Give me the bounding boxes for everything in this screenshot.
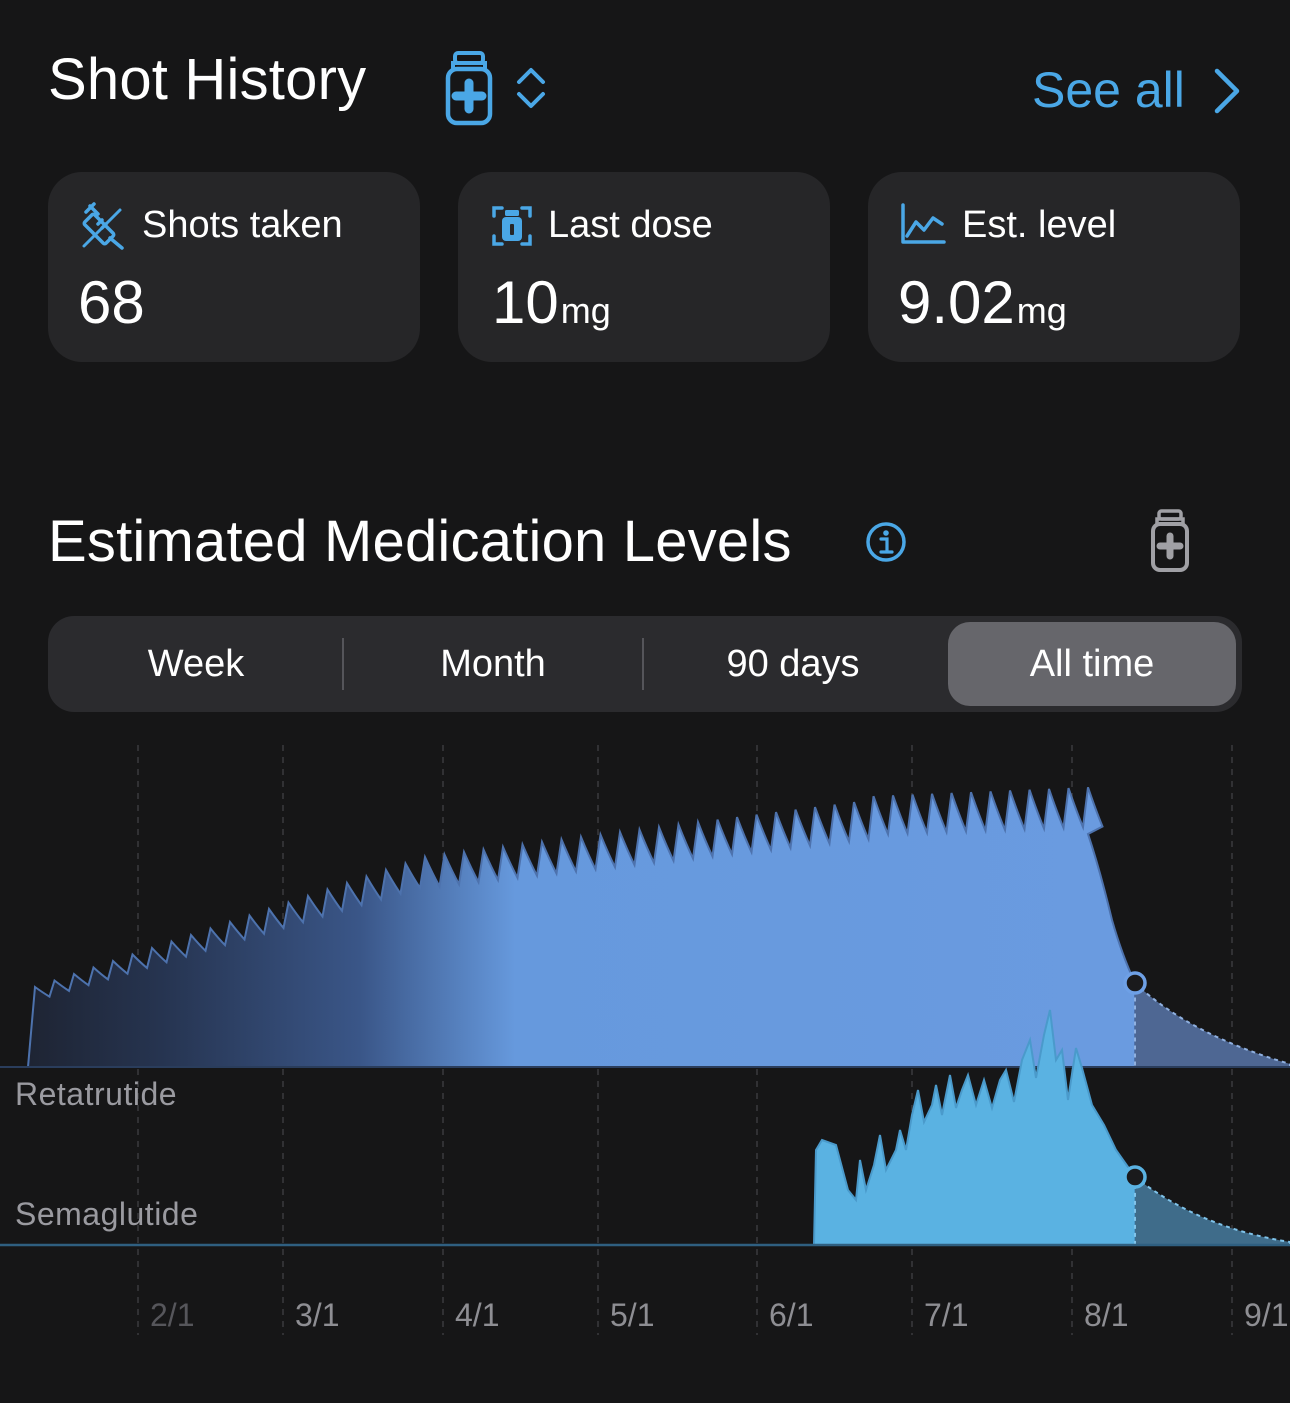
stat-label: Shots taken bbox=[142, 204, 343, 246]
see-all-link[interactable]: See all bbox=[1032, 62, 1185, 118]
semaglutide-projection bbox=[1134, 1174, 1290, 1246]
range-segmented-control: Week Month 90 days All time bbox=[48, 616, 1242, 712]
stat-card-shots-taken[interactable]: Shots taken 68 bbox=[48, 172, 420, 362]
segment-divider bbox=[642, 638, 644, 690]
stat-label: Est. level bbox=[962, 204, 1117, 246]
chevron-right-icon[interactable] bbox=[1208, 66, 1244, 116]
segment-divider bbox=[342, 638, 344, 690]
retatrutide-area bbox=[26, 786, 1136, 1068]
retatrutide-projection bbox=[1134, 980, 1290, 1068]
chart-line-icon bbox=[900, 202, 948, 250]
stat-value: 68 bbox=[78, 269, 145, 336]
info-icon[interactable] bbox=[864, 520, 908, 564]
stat-card-last-dose[interactable]: Last dose 10mg bbox=[458, 172, 830, 362]
x-tick-label: 8/1 bbox=[1084, 1297, 1128, 1333]
tab-all-time[interactable]: All time bbox=[948, 622, 1236, 706]
vial-icon[interactable] bbox=[444, 50, 494, 128]
stat-value: 10mg bbox=[492, 269, 611, 336]
tab-month[interactable]: Month bbox=[440, 642, 546, 685]
x-tick-label: 4/1 bbox=[455, 1297, 499, 1333]
series-label-semaglutide: Semaglutide bbox=[15, 1196, 199, 1232]
semaglutide-current-marker bbox=[1123, 1165, 1147, 1189]
x-tick-label: 6/1 bbox=[769, 1297, 813, 1333]
x-tick-label: 3/1 bbox=[295, 1297, 339, 1333]
x-tick-label: 5/1 bbox=[610, 1297, 654, 1333]
x-tick-label: 9/1 bbox=[1244, 1297, 1288, 1333]
retatrutide-current-marker bbox=[1123, 971, 1147, 995]
tab-week[interactable]: Week bbox=[147, 642, 245, 685]
chevron-up-down-icon[interactable] bbox=[514, 66, 548, 110]
series-label-retatrutide: Retatrutide bbox=[15, 1076, 178, 1112]
stat-label: Last dose bbox=[548, 204, 713, 246]
x-tick-label: 7/1 bbox=[924, 1297, 968, 1333]
stat-card-est-level[interactable]: Est. level 9.02mg bbox=[868, 172, 1240, 362]
syringe-icon bbox=[78, 202, 126, 250]
dose-icon bbox=[490, 202, 538, 250]
levels-title: Estimated Medication Levels bbox=[48, 509, 792, 574]
medication-levels-chart[interactable]: 2/1 3/1 4/1 5/1 6/1 7/1 8/1 9/1 bbox=[0, 730, 1290, 1390]
semaglutide-area bbox=[812, 1009, 1136, 1246]
page-title: Shot History bbox=[48, 47, 367, 112]
stat-value: 9.02mg bbox=[898, 269, 1067, 336]
vial-icon[interactable] bbox=[1150, 508, 1190, 574]
tab-90-days[interactable]: 90 days bbox=[726, 642, 860, 685]
x-tick-label: 2/1 bbox=[150, 1297, 194, 1333]
